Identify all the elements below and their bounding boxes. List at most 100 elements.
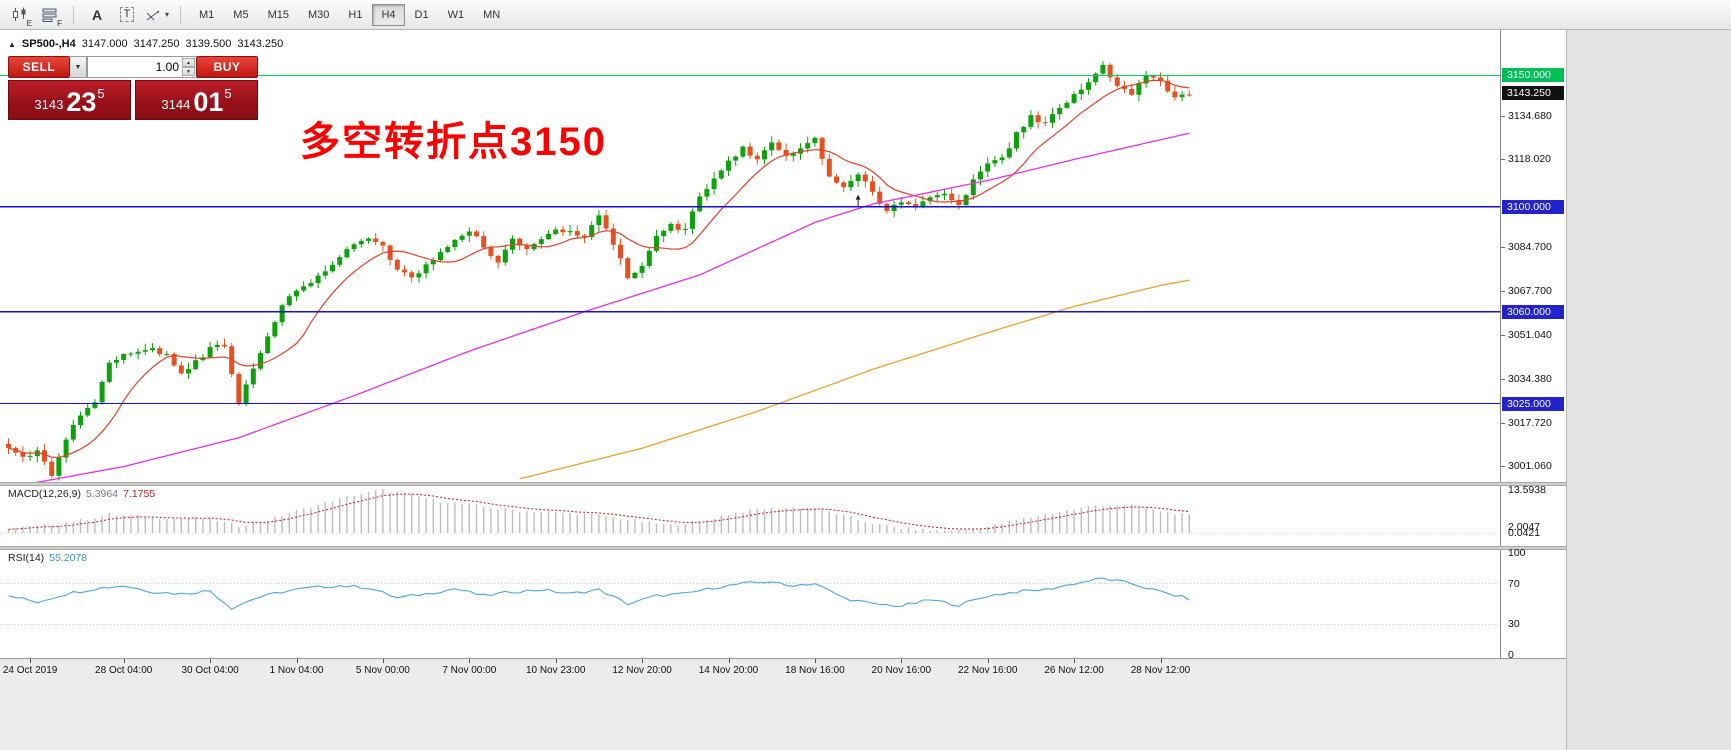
chart-canvas[interactable]: ▲ SP500-,H4 3147.000 3147.250 3139.500 3… [0,30,1500,482]
time-axis-label: 7 Nov 00:00 [442,665,497,676]
time-axis-tick [642,659,644,663]
timeframe-button-w1[interactable]: W1 [447,8,465,21]
close-value: 3143.250 [237,38,284,50]
time-axis-tick [555,659,557,663]
text-label-button[interactable]: A [83,2,111,28]
timeframe-button-h1[interactable]: H1 [348,8,363,21]
timeframe-button-m15[interactable]: M15 [267,8,289,21]
time-axis-tick [382,659,384,663]
bid-pip-digit: 5 [97,86,105,101]
price-axis-tick [1501,115,1505,117]
rsi-panel[interactable]: RSI(14) 55.2078 [0,550,1500,658]
price-axis[interactable]: 3134.680 3118.020 3084.700 3067.700 3051.040… [1500,30,1566,482]
macd-chart[interactable] [0,486,1500,546]
time-axis-label: 24 Oct 2019 [2,665,58,676]
time-axis-label: 22 Nov 16:00 [957,665,1018,676]
macd-name: MACD(12,26,9) [8,488,81,500]
sell-button[interactable]: SELL [8,56,70,78]
time-axis-label: 28 Nov 12:00 [1130,665,1191,676]
timeframe-button-m1[interactable]: M1 [199,8,215,21]
symbol-label: SP500-,H4 [21,38,76,50]
time-axis-tick [210,659,212,663]
spin-down-icon: ▼ [186,68,191,75]
volume-spin-up-button[interactable]: ▲ [182,58,195,67]
time-axis-tick [1160,659,1162,663]
price-badge-black: 3143.250 [1502,86,1564,101]
line-studies-button[interactable]: ▾ [143,2,171,28]
spin-up-icon: ▲ [186,59,191,66]
time-axis-tick [123,659,125,663]
open-value: 3147.000 [81,38,128,50]
panel-resize-divider[interactable] [0,546,1566,550]
macd-label: MACD(12,26,9) 5.3964 7.1755 [8,488,155,500]
macd-signal-value: 7.1755 [123,488,156,500]
candlestick-chart-icon [12,7,25,21]
price-axis-tick [1501,422,1505,424]
rsi-label: RSI(14) 55.2078 [8,552,87,564]
timeframe-group: M1 M5 M15 M30 H1 H4 D1 W1 MN [190,3,509,26]
price-axis-tick [1501,159,1505,161]
buy-button[interactable]: BUY [196,56,258,78]
time-axis-label: 1 Nov 04:00 [269,665,324,676]
rsi-axis-label: 100 [1508,547,1526,559]
volume-spin-down-button[interactable]: ▼ [182,67,195,76]
time-axis-tick [901,659,903,663]
timeframe-button-mn[interactable]: MN [483,8,501,21]
volume-spinner: ▲ ▼ [182,58,195,76]
time-axis-tick [1074,659,1076,663]
timeframe-button-m5[interactable]: M5 [233,8,249,21]
dropdown-arrow-icon: ▼ [74,63,82,71]
rsi-axis-label: 0 [1508,649,1514,661]
timeframe-button-d1[interactable]: D1 [414,8,429,21]
time-axis[interactable]: 24 Oct 2019 28 Oct 04:00 30 Oct 04:00 1 Nov… [0,658,1566,750]
chart-profiles-icon [42,8,57,22]
timeframe-button-h4[interactable]: H4 [372,3,405,26]
chart-type-button[interactable]: E [6,2,34,28]
rsi-chart[interactable] [0,550,1500,658]
text-tool-button[interactable]: T [113,2,141,28]
chart-type-sub-label: E [26,18,32,28]
price-axis-label: 3017.720 [1508,416,1552,429]
toolbar-separator [73,5,74,24]
price-axis-label: 3034.380 [1508,372,1552,385]
chart-profiles-sub-label: F [57,18,62,28]
time-axis-tick [30,659,32,663]
macd-panel[interactable]: MACD(12,26,9) 5.3964 7.1755 [0,486,1500,546]
price-badge-blue: 3025.000 [1502,396,1564,411]
time-axis-label: 28 Oct 04:00 [95,665,153,676]
rsi-axis[interactable]: 100 70 30 0 [1500,547,1566,661]
bid-prefix: 3143 [34,97,64,112]
price-badge-blue: 3100.000 [1502,199,1564,214]
dropdown-caret-icon: ▾ [164,10,169,19]
bid-big-digits: 23 [66,87,97,117]
time-axis-label: 5 Nov 00:00 [355,665,410,676]
time-axis-tick [296,659,298,663]
chart-profiles-button[interactable]: F [36,2,64,28]
timeframe-button-m30[interactable]: M30 [307,8,330,21]
time-axis-label: 10 Nov 23:00 [525,665,586,676]
text-label-icon: A [91,6,103,23]
price-badge-blue: 3060.000 [1502,304,1564,319]
panel-resize-divider[interactable] [0,482,1566,486]
time-axis-tick [728,659,730,663]
ask-pip-digit: 5 [224,86,232,101]
trade-panel-top-row: SELL ▼ 1.00 ▲ ▼ BUY [8,56,258,78]
volume-value: 1.00 [155,60,179,74]
macd-axis[interactable]: 13.5938 2.0047 0.0421 [1500,484,1566,546]
price-axis-label: 3001.060 [1508,460,1552,473]
trade-panel-quote-row: 3143 23 5 3144 01 5 [8,80,258,120]
macd-value: 5.3964 [85,488,119,500]
time-axis-tick [987,659,989,663]
ask-quote: 3144 01 5 [135,80,258,120]
time-axis-label: 20 Nov 16:00 [871,665,932,676]
price-axis-label: 3051.040 [1508,329,1552,342]
price-axis-tick [1501,466,1505,468]
price-axis-label: 3134.680 [1508,109,1552,122]
symbol-marker-icon: ▲ [8,40,16,49]
volume-input[interactable]: 1.00 ▲ ▼ [87,56,196,78]
volume-dropdown-button[interactable]: ▼ [70,56,87,78]
right-gutter [1566,30,1731,750]
chart-annotation-text[interactable]: 多空转折点3150 [300,120,607,164]
time-axis-label: 18 Nov 16:00 [785,665,845,676]
low-value: 3139.500 [185,38,232,50]
